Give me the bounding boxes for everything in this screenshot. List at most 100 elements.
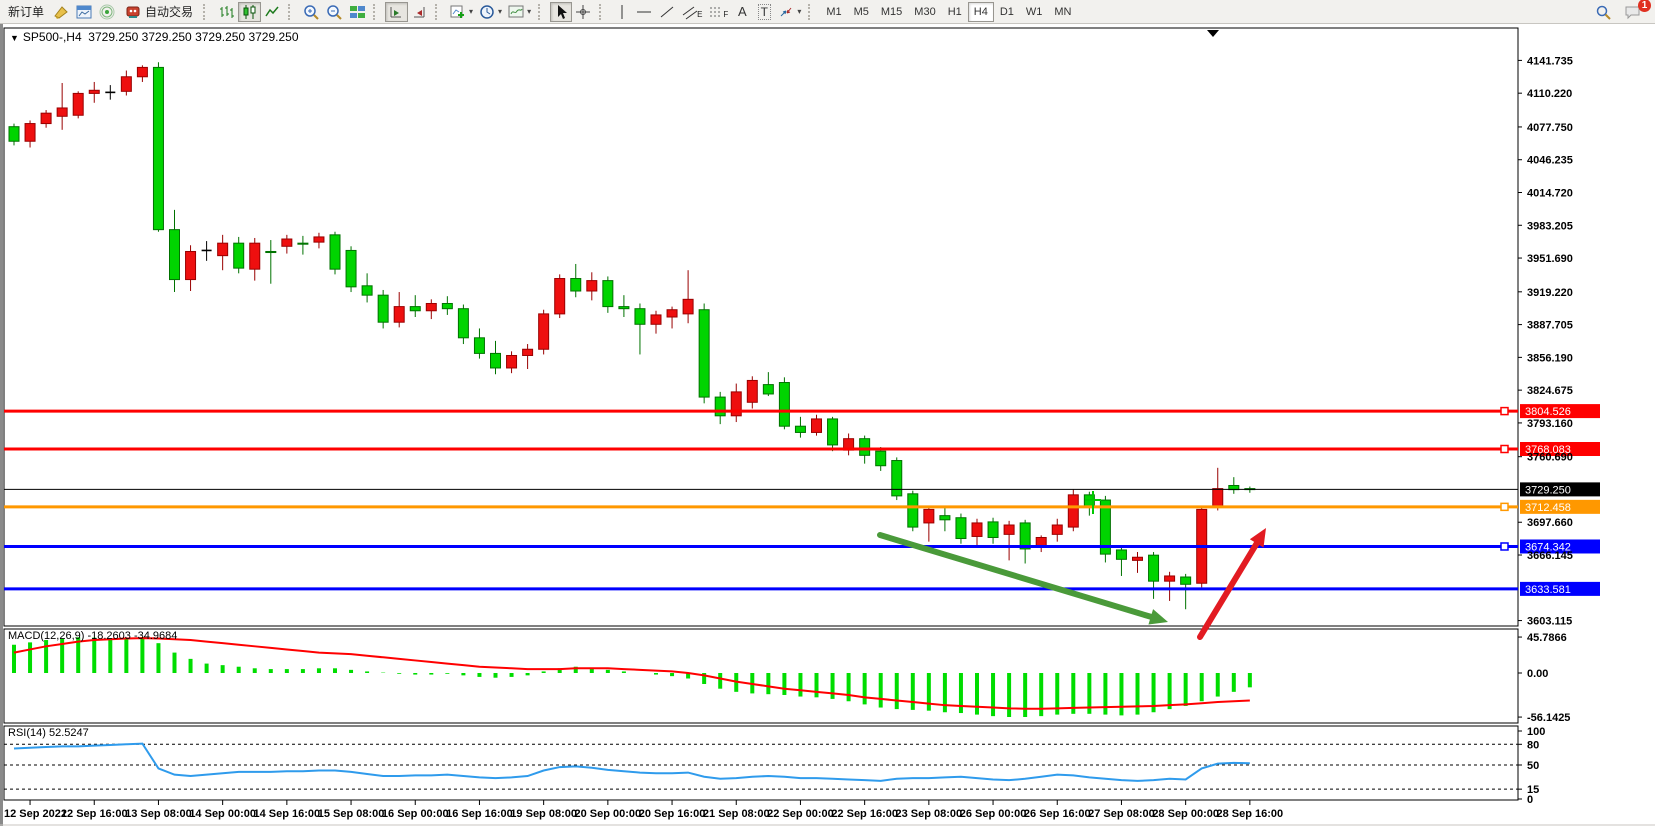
red-trend-arrow: [1197, 540, 1260, 640]
crayon-tool-button[interactable]: [50, 2, 73, 22]
timeframe-h1[interactable]: H1: [947, 5, 962, 18]
equidistant-channel-icon: [682, 6, 698, 19]
symbol-dropdown-icon[interactable]: ▼: [10, 33, 19, 43]
macd-indicator-label: MACD(12,26,9) -18.2603 -34.9684: [8, 630, 178, 642]
trendline-tool-button[interactable]: [656, 2, 679, 22]
price-tick-label: 3887.705: [1527, 320, 1573, 332]
green-trend-arrow: [877, 532, 1154, 620]
timeframe-w1[interactable]: W1: [1025, 5, 1043, 18]
tile-windows-button[interactable]: [346, 2, 369, 22]
zoom-in-button[interactable]: [300, 2, 323, 22]
toolbar-right-group: 1: [1592, 0, 1653, 22]
price-tick-label: 3856.190: [1527, 352, 1573, 364]
rsi-panel-border: [3, 725, 1519, 801]
timeframe-h4[interactable]: H4: [967, 1, 994, 22]
time-label: 26 Sep 00:00: [960, 808, 1027, 820]
price-tick-label: 4046.235: [1527, 155, 1573, 167]
price-tick-label: 4141.735: [1527, 55, 1573, 67]
notifications-button[interactable]: 1: [1621, 0, 1651, 22]
candle-body: [1067, 494, 1079, 528]
candle-body: [88, 89, 100, 94]
candle-body: [987, 521, 999, 538]
crosshair-tool-button[interactable]: [572, 2, 595, 22]
chart-ohlc-values: 3729.250 3729.250 3729.250 3729.250: [88, 30, 299, 44]
price-tick-label: 3603.115: [1527, 616, 1572, 628]
candle-body: [329, 234, 341, 270]
candle-body: [425, 302, 437, 312]
fibonacci-tool-button[interactable]: F: [705, 2, 731, 22]
candle-body: [136, 66, 148, 78]
vline-tool-button[interactable]: [611, 2, 633, 22]
zoom-out-button[interactable]: [323, 2, 346, 22]
line-chart-mode-button[interactable]: [261, 2, 284, 22]
candle-body: [698, 309, 710, 398]
candlestick-chart-icon: [243, 4, 256, 19]
bar-chart-mode-button[interactable]: [215, 2, 238, 22]
candle-body: [233, 242, 245, 269]
candle-body: [1212, 488, 1224, 508]
macd-signal-line: [13, 637, 1250, 710]
time-label: 23 Sep 08:00: [896, 808, 963, 820]
hline-tool-button[interactable]: [633, 2, 656, 22]
candle-body: [522, 348, 534, 356]
horizontal-line-icon: [637, 11, 652, 12]
cursor-tool-button[interactable]: [550, 1, 573, 22]
auto-scroll-button[interactable]: [408, 2, 431, 22]
green-trend-arrow-head: [1148, 609, 1168, 625]
channel-tool-letter: E: [697, 10, 703, 19]
search-button[interactable]: [1592, 2, 1615, 22]
crayon-icon: [54, 5, 68, 19]
text-label-tool-button[interactable]: T: [753, 2, 775, 22]
time-label: 19 Sep 08:00: [510, 808, 577, 820]
macd-tick-label: 0.00: [1527, 668, 1548, 680]
candle-body: [1099, 499, 1111, 555]
arrows-tool-button[interactable]: ▾: [775, 2, 804, 22]
candle-chart-mode-button[interactable]: [238, 1, 262, 22]
toolbar: 新订单 自动交易: [0, 0, 1655, 24]
add-indicator-button[interactable]: ▾: [447, 2, 476, 22]
signal-button[interactable]: [96, 2, 119, 22]
chevron-down-icon: ▾: [527, 7, 532, 16]
autotrade-button[interactable]: 自动交易: [119, 2, 199, 22]
candle-body: [473, 337, 485, 354]
text-tool-button[interactable]: A: [731, 2, 753, 22]
rsi-indicator-label: RSI(14) 52.5247: [8, 727, 89, 739]
timeframe-m1[interactable]: M1: [826, 5, 842, 18]
rsi-tick-label: 80: [1527, 739, 1539, 751]
timeframe-d1[interactable]: D1: [999, 5, 1014, 18]
candle-body: [56, 107, 68, 117]
terminal-window-button[interactable]: [73, 2, 96, 22]
chart-shift-button[interactable]: [385, 1, 409, 22]
candle-body: [1115, 549, 1127, 560]
candle-body: [778, 382, 790, 427]
candle-body: [939, 515, 951, 521]
candle-body: [265, 250, 277, 254]
line-chart-icon: [265, 6, 279, 16]
new-order-button[interactable]: 新订单: [2, 2, 50, 22]
template-icon: [508, 5, 524, 17]
period-button[interactable]: ▾: [476, 2, 505, 22]
toolbar-grip: [203, 3, 211, 20]
time-label: 16 Sep 00:00: [382, 808, 449, 820]
time-label: 16 Sep 16:00: [446, 808, 513, 820]
candle-body: [634, 308, 646, 325]
tile-windows-icon: [350, 5, 366, 18]
timeframe-mn[interactable]: MN: [1054, 5, 1072, 18]
timeframe-m5[interactable]: M5: [853, 5, 869, 18]
clock-icon: [480, 4, 494, 19]
price-tick-label: 3919.220: [1527, 287, 1573, 299]
channel-tool-button[interactable]: E: [679, 2, 705, 22]
chevron-down-icon: ▾: [469, 7, 474, 16]
candle-body: [570, 278, 582, 292]
candle-body: [811, 418, 822, 433]
timeframe-m15[interactable]: M15: [880, 5, 903, 18]
price-line-handle: [1500, 444, 1509, 454]
rsi-tick-label: 0: [1527, 794, 1533, 806]
candle-body: [650, 314, 662, 325]
macd-tick-label: 45.7866: [1527, 632, 1567, 644]
candle-body: [682, 298, 694, 315]
timeframe-m30[interactable]: M30: [914, 5, 936, 18]
template-button[interactable]: ▾: [505, 2, 534, 22]
candle-body: [971, 522, 983, 537]
